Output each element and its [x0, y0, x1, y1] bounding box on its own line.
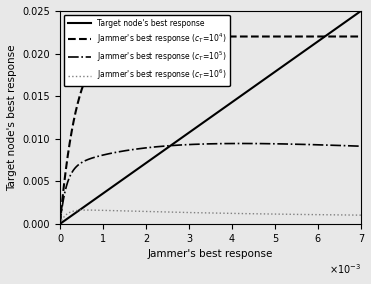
Jammer's best response ($c_T$=10$^6$) [350, 213, 355, 217]
Jammer's best response ($c_T$=10$^6$) [295, 213, 299, 216]
Line: Target node's best response: Target node's best response [60, 11, 361, 224]
Target node's best response [350, 16, 354, 19]
Jammer's best response ($c_T$=10$^4$) [196, 35, 201, 38]
Jammer's best response ($c_T$=10$^4$) [73, 112, 78, 115]
Target node's best response [204, 119, 209, 122]
Line: Jammer's best response ($c_T$=10$^6$): Jammer's best response ($c_T$=10$^6$) [60, 210, 361, 224]
Jammer's best response ($c_T$=10$^6$) [196, 211, 201, 214]
Jammer's best response ($c_T$=10$^4$) [350, 35, 354, 38]
Jammer's best response ($c_T$=10$^5$) [73, 166, 78, 170]
Y-axis label: Target node's best response: Target node's best response [7, 44, 17, 191]
Jammer's best response ($c_T$=10$^6$) [58, 222, 62, 225]
Jammer's best response ($c_T$=10$^4$) [58, 222, 62, 225]
Target node's best response [350, 15, 354, 19]
Text: $\times10^{-3}$: $\times10^{-3}$ [329, 262, 361, 276]
Target node's best response [295, 55, 299, 58]
Jammer's best response ($c_T$=10$^5$) [350, 144, 354, 148]
Jammer's best response ($c_T$=10$^5$) [196, 143, 201, 146]
X-axis label: Jammer's best response: Jammer's best response [148, 249, 273, 259]
Jammer's best response ($c_T$=10$^6$) [73, 209, 78, 212]
Target node's best response [58, 222, 62, 225]
Jammer's best response ($c_T$=10$^4$) [350, 35, 354, 38]
Jammer's best response ($c_T$=10$^6$) [204, 211, 209, 215]
Jammer's best response ($c_T$=10$^6$) [359, 214, 363, 217]
Jammer's best response ($c_T$=10$^5$) [350, 144, 355, 148]
Target node's best response [359, 9, 363, 13]
Jammer's best response ($c_T$=10$^4$) [204, 35, 209, 38]
Legend: Target node's best response, Jammer's best response ($c_T$=10$^4$), Jammer's bes: Target node's best response, Jammer's be… [64, 15, 230, 86]
Jammer's best response ($c_T$=10$^4$) [295, 35, 299, 38]
Jammer's best response ($c_T$=10$^6$) [85, 208, 89, 212]
Line: Jammer's best response ($c_T$=10$^4$): Jammer's best response ($c_T$=10$^4$) [60, 37, 361, 224]
Line: Jammer's best response ($c_T$=10$^5$): Jammer's best response ($c_T$=10$^5$) [60, 143, 361, 224]
Jammer's best response ($c_T$=10$^5$) [204, 142, 209, 146]
Jammer's best response ($c_T$=10$^6$) [350, 213, 354, 217]
Target node's best response [73, 211, 78, 215]
Jammer's best response ($c_T$=10$^5$) [58, 222, 62, 225]
Jammer's best response ($c_T$=10$^5$) [239, 142, 244, 145]
Target node's best response [196, 124, 201, 128]
Jammer's best response ($c_T$=10$^5$) [359, 145, 363, 148]
Jammer's best response ($c_T$=10$^5$) [295, 143, 299, 146]
Jammer's best response ($c_T$=10$^4$) [359, 35, 363, 38]
